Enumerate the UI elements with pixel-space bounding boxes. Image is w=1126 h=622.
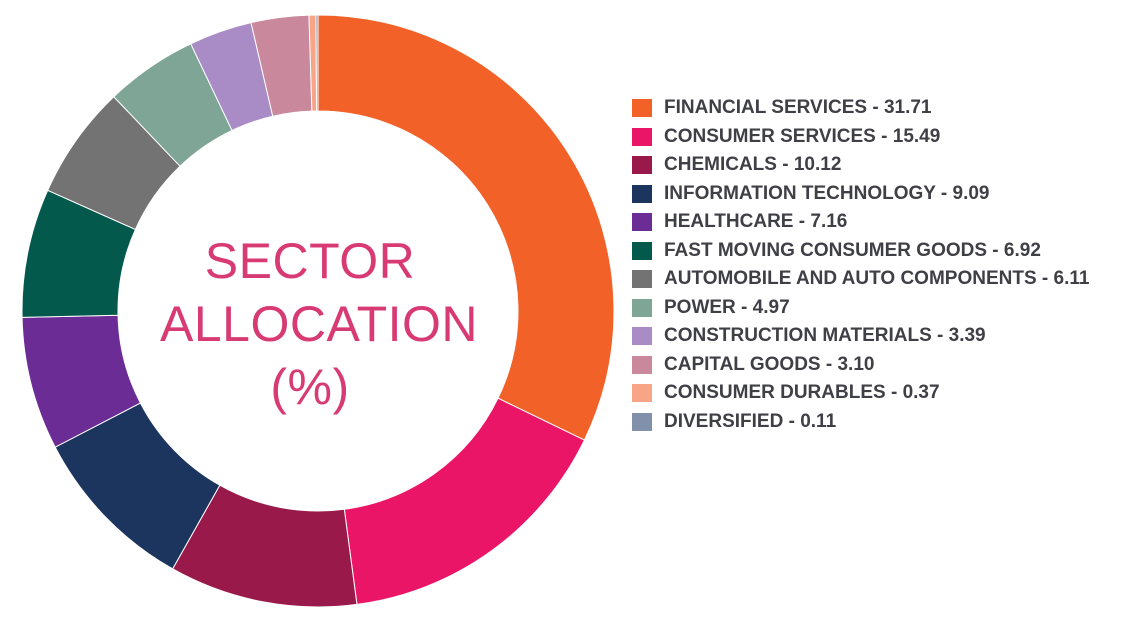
legend-swatch xyxy=(632,99,652,117)
legend-separator: - xyxy=(783,410,801,432)
legend-separator: - xyxy=(867,97,884,118)
legend-label: FINANCIAL SERVICES xyxy=(664,97,868,118)
donut-slice-financial-services xyxy=(317,14,615,441)
legend-value: 0.37 xyxy=(902,382,940,403)
legend-label: AUTOMOBILE AND AUTO COMPONENTS xyxy=(664,268,1037,289)
legend-separator: - xyxy=(875,125,893,147)
chart-center-title: SECTOR ALLOCATION (%) xyxy=(160,230,479,419)
legend-item-construction-materials: CONSTRUCTION MATERIALS - 3.39 xyxy=(632,322,1122,351)
legend-swatch xyxy=(632,384,652,402)
legend-label: CHEMICALS xyxy=(664,154,777,175)
legend-value: 7.16 xyxy=(810,211,848,232)
legend-item-automobile-and-auto-components: AUTOMOBILE AND AUTO COMPONENTS - 6.11 xyxy=(632,265,1122,294)
legend-item-consumer-durables: CONSUMER DURABLES - 0.37 xyxy=(632,379,1122,408)
donut-slice-consumer-services xyxy=(343,397,586,605)
legend-swatch xyxy=(632,327,652,345)
legend-swatch xyxy=(632,298,652,317)
legend-swatch xyxy=(632,270,652,288)
legend-value: 6.92 xyxy=(1003,239,1041,261)
legend-swatch xyxy=(632,156,652,174)
legend-label: CONSUMER SERVICES xyxy=(664,125,876,147)
legend-item-consumer-services: CONSUMER SERVICES - 15.49 xyxy=(632,123,1122,152)
legend-item-financial-services: FINANCIAL SERVICES - 31.71 xyxy=(632,94,1122,123)
legend-item-diversified: DIVERSIFIED - 0.11 xyxy=(632,408,1122,437)
legend-separator: - xyxy=(735,296,753,318)
legend-swatch xyxy=(632,213,652,231)
legend-value: 31.71 xyxy=(883,97,932,118)
legend-label: CONSTRUCTION MATERIALS xyxy=(664,325,932,346)
legend-item-capital-goods: CAPITAL GOODS - 3.10 xyxy=(632,351,1122,380)
legend-separator: - xyxy=(885,382,903,403)
legend-label: CONSUMER DURABLES xyxy=(664,382,886,403)
legend-value: 3.10 xyxy=(837,353,875,375)
legend-separator: - xyxy=(987,239,1004,261)
legend-swatch xyxy=(632,412,652,431)
legend-value: 0.11 xyxy=(800,410,837,432)
legend-value: 9.09 xyxy=(952,182,990,204)
legend-label: FAST MOVING CONSUMER GOODS xyxy=(664,239,988,261)
center-title-line-2: ALLOCATION xyxy=(160,296,479,352)
legend-label: POWER xyxy=(664,296,736,318)
legend-value: 10.12 xyxy=(793,154,842,175)
legend-value: 4.97 xyxy=(752,296,790,318)
legend-separator: - xyxy=(793,211,811,232)
legend-value: 3.39 xyxy=(948,325,986,346)
legend-separator: - xyxy=(931,325,949,346)
legend-value: 15.49 xyxy=(892,125,941,147)
legend-item-information-technology: INFORMATION TECHNOLOGY - 9.09 xyxy=(632,180,1122,209)
legend-swatch xyxy=(632,127,652,146)
legend-label: INFORMATION TECHNOLOGY xyxy=(664,182,936,204)
legend-label: HEALTHCARE xyxy=(664,211,794,232)
legend-item-power: POWER - 4.97 xyxy=(632,294,1122,323)
legend-item-fast-moving-consumer-goods: FAST MOVING CONSUMER GOODS - 6.92 xyxy=(632,237,1122,266)
legend-label: DIVERSIFIED xyxy=(664,410,784,432)
legend-swatch xyxy=(632,184,652,203)
donut-chart xyxy=(21,14,615,608)
legend-item-chemicals: CHEMICALS - 10.12 xyxy=(632,151,1122,180)
legend-separator: - xyxy=(935,182,953,204)
donut-slice-diversified xyxy=(315,14,319,112)
legend-value: 6.11 xyxy=(1053,268,1090,289)
legend-separator: - xyxy=(776,154,794,175)
legend-separator: - xyxy=(1036,268,1054,289)
chart-legend: FINANCIAL SERVICES - 31.71 CONSUMER SERVI… xyxy=(632,94,1122,436)
legend-label: CAPITAL GOODS xyxy=(664,353,821,375)
center-title-line-3: (%) xyxy=(270,359,350,415)
legend-swatch xyxy=(632,355,652,374)
legend-item-healthcare: HEALTHCARE - 7.16 xyxy=(632,208,1122,237)
center-title-line-1: SECTOR xyxy=(204,233,416,289)
legend-separator: - xyxy=(820,353,838,375)
legend-swatch xyxy=(632,241,652,260)
